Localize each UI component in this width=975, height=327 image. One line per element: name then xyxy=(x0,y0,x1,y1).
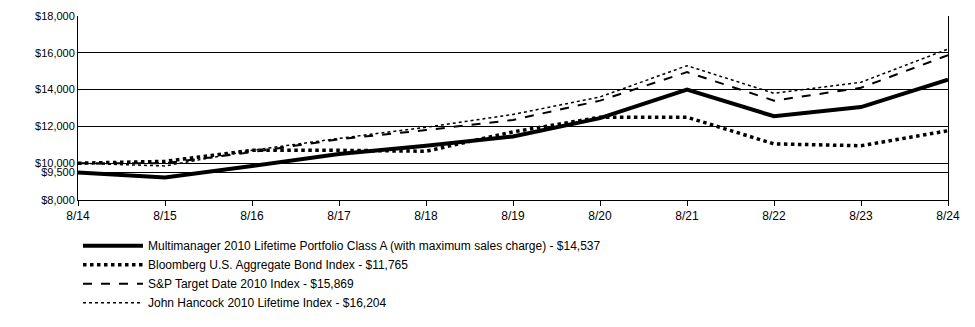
svg-text:8/15: 8/15 xyxy=(153,209,177,223)
svg-text:Bloomberg U.S. Aggregate Bond: Bloomberg U.S. Aggregate Bond Index - $1… xyxy=(148,258,408,272)
svg-text:John Hancock 2010 Lifetime Ind: John Hancock 2010 Lifetime Index - $16,2… xyxy=(148,296,386,310)
svg-text:8/19: 8/19 xyxy=(501,209,525,223)
svg-text:8/14: 8/14 xyxy=(66,209,90,223)
svg-text:$10,000: $10,000 xyxy=(35,157,75,169)
svg-text:$18,000: $18,000 xyxy=(35,10,75,22)
svg-text:8/20: 8/20 xyxy=(588,209,612,223)
svg-text:8/21: 8/21 xyxy=(675,209,699,223)
svg-text:$12,000: $12,000 xyxy=(35,120,75,132)
svg-text:8/24: 8/24 xyxy=(936,209,960,223)
svg-text:8/22: 8/22 xyxy=(762,209,786,223)
svg-text:8/16: 8/16 xyxy=(240,209,264,223)
svg-text:S&P Target Date 2010 Index - $: S&P Target Date 2010 Index - $15,869 xyxy=(148,277,354,291)
svg-text:8/17: 8/17 xyxy=(327,209,351,223)
svg-text:8/23: 8/23 xyxy=(849,209,873,223)
svg-text:Multimanager 2010 Lifetime Por: Multimanager 2010 Lifetime Portfolio Cla… xyxy=(148,239,601,253)
svg-text:8/18: 8/18 xyxy=(414,209,438,223)
svg-text:$8,000: $8,000 xyxy=(41,194,75,206)
svg-text:$14,000: $14,000 xyxy=(35,83,75,95)
svg-text:$9,500: $9,500 xyxy=(41,166,75,178)
svg-text:$16,000: $16,000 xyxy=(35,47,75,59)
